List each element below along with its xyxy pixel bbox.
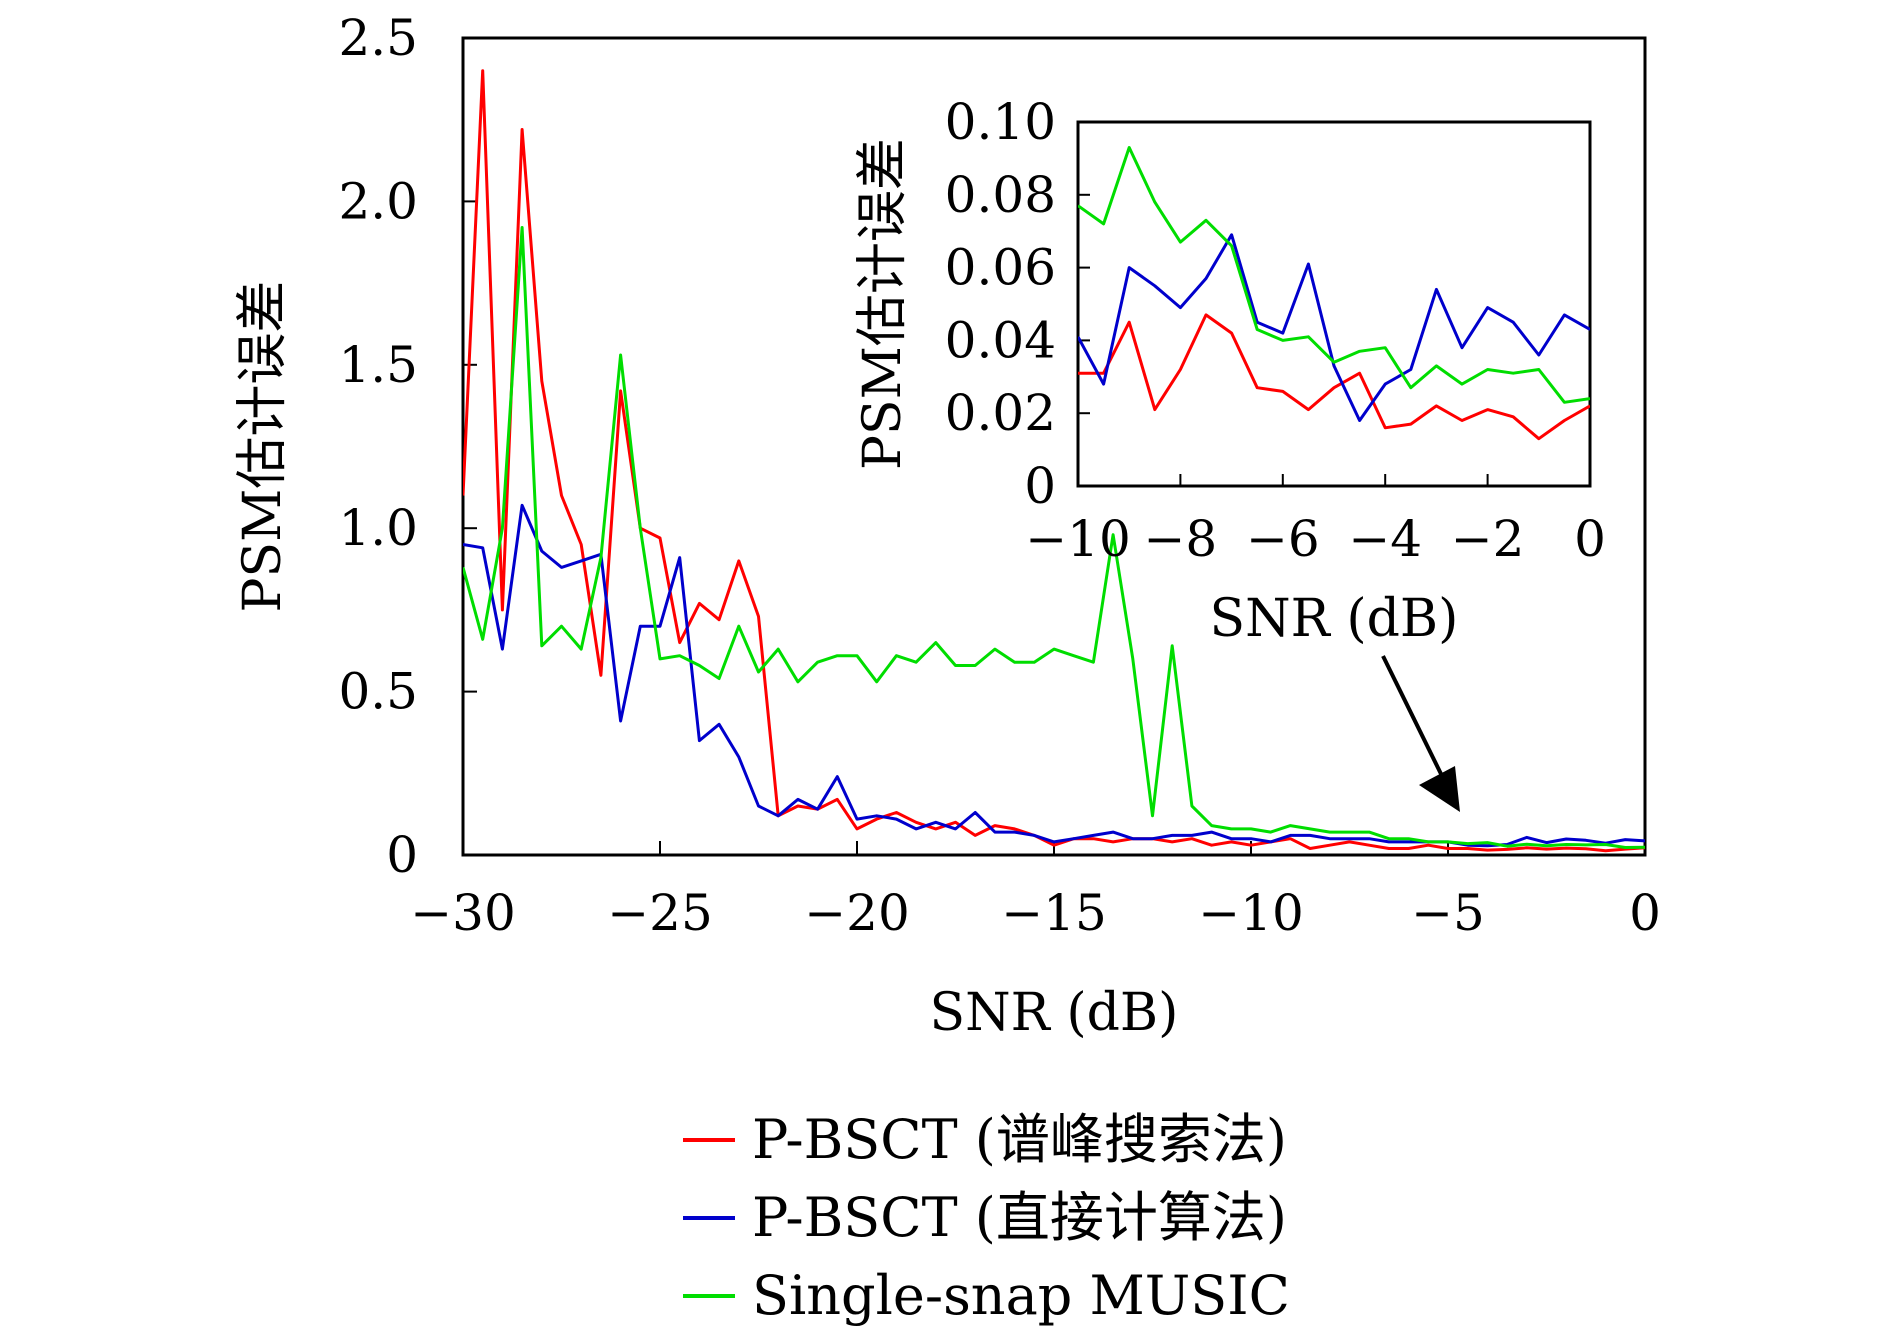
- main-x-axis-label: SNR (dB): [930, 983, 1179, 1043]
- inset-series-line-0: [1078, 313, 1590, 441]
- inset-y-tick-label: 0.04: [945, 311, 1056, 369]
- inset-x-tick-label: 0: [1574, 510, 1606, 568]
- main-x-tick-label: −25: [607, 884, 713, 942]
- main-x-tick-label: −20: [804, 884, 910, 942]
- main-x-tick-label: −10: [1198, 884, 1304, 942]
- inset-y-axis-label: PSM估计误差: [853, 138, 913, 470]
- inset-y-tick-label: 0.10: [945, 93, 1056, 151]
- main-x-tick-label: −5: [1411, 884, 1485, 942]
- main-x-tick-label: −15: [1001, 884, 1107, 942]
- main-y-tick-label: 0: [386, 826, 418, 884]
- inset-x-tick-label: −4: [1348, 510, 1422, 568]
- main-y-tick-label: 2.0: [338, 172, 418, 230]
- main-y-tick-label: 2.5: [338, 9, 418, 67]
- main-y-tick-label: 0.5: [338, 663, 418, 721]
- main-y-axis-label: PSM估计误差: [233, 281, 293, 613]
- legend-entry-2: Single-snap MUSIC: [752, 1264, 1290, 1327]
- arrow-head: [1419, 766, 1460, 812]
- legend-entry-0: P-BSCT (谱峰搜索法): [752, 1108, 1287, 1171]
- inset-y-tick-label: 0.06: [945, 239, 1056, 297]
- inset-pointer-arrow: [1381, 655, 1460, 812]
- inset-x-tick-label: −2: [1451, 510, 1525, 568]
- main-x-tick-label: 0: [1629, 884, 1661, 942]
- legend-entry-1: P-BSCT (直接计算法): [752, 1186, 1287, 1249]
- arrow-shaft: [1381, 655, 1445, 779]
- main-y-tick-label: 1.5: [338, 336, 418, 394]
- main-series-line-2: [463, 226, 1645, 849]
- inset-plot-frame: [1076, 120, 1592, 488]
- legend: P-BSCT (谱峰搜索法) P-BSCT (直接计算法) Single-snap …: [683, 1108, 1290, 1327]
- main-series-group: [463, 69, 1645, 853]
- inset-series-line-2: [1078, 146, 1590, 404]
- inset-y-tick-label: 0.08: [945, 166, 1056, 224]
- inset-series-line-1: [1078, 233, 1590, 422]
- inset-x-tick-label: −6: [1246, 510, 1320, 568]
- main-series-line-0: [463, 69, 1645, 853]
- inset-series-group: [1078, 146, 1590, 441]
- inset-x-tick-label: −8: [1144, 510, 1218, 568]
- inset-x-axis-label: SNR (dB): [1210, 589, 1459, 649]
- main-x-tick-label: −30: [410, 884, 516, 942]
- inset-y-tick-label: 0.02: [945, 384, 1056, 442]
- main-y-tick-label: 1.0: [338, 499, 418, 557]
- inset-chart: −10 −8 −6 −4 −2 0 0 0.02 0.04 0.06 0.08 0.10 SNR (dB…: [853, 93, 1606, 649]
- inset-y-tick-label: 0: [1024, 457, 1056, 515]
- inset-x-tick-label: −10: [1025, 510, 1131, 568]
